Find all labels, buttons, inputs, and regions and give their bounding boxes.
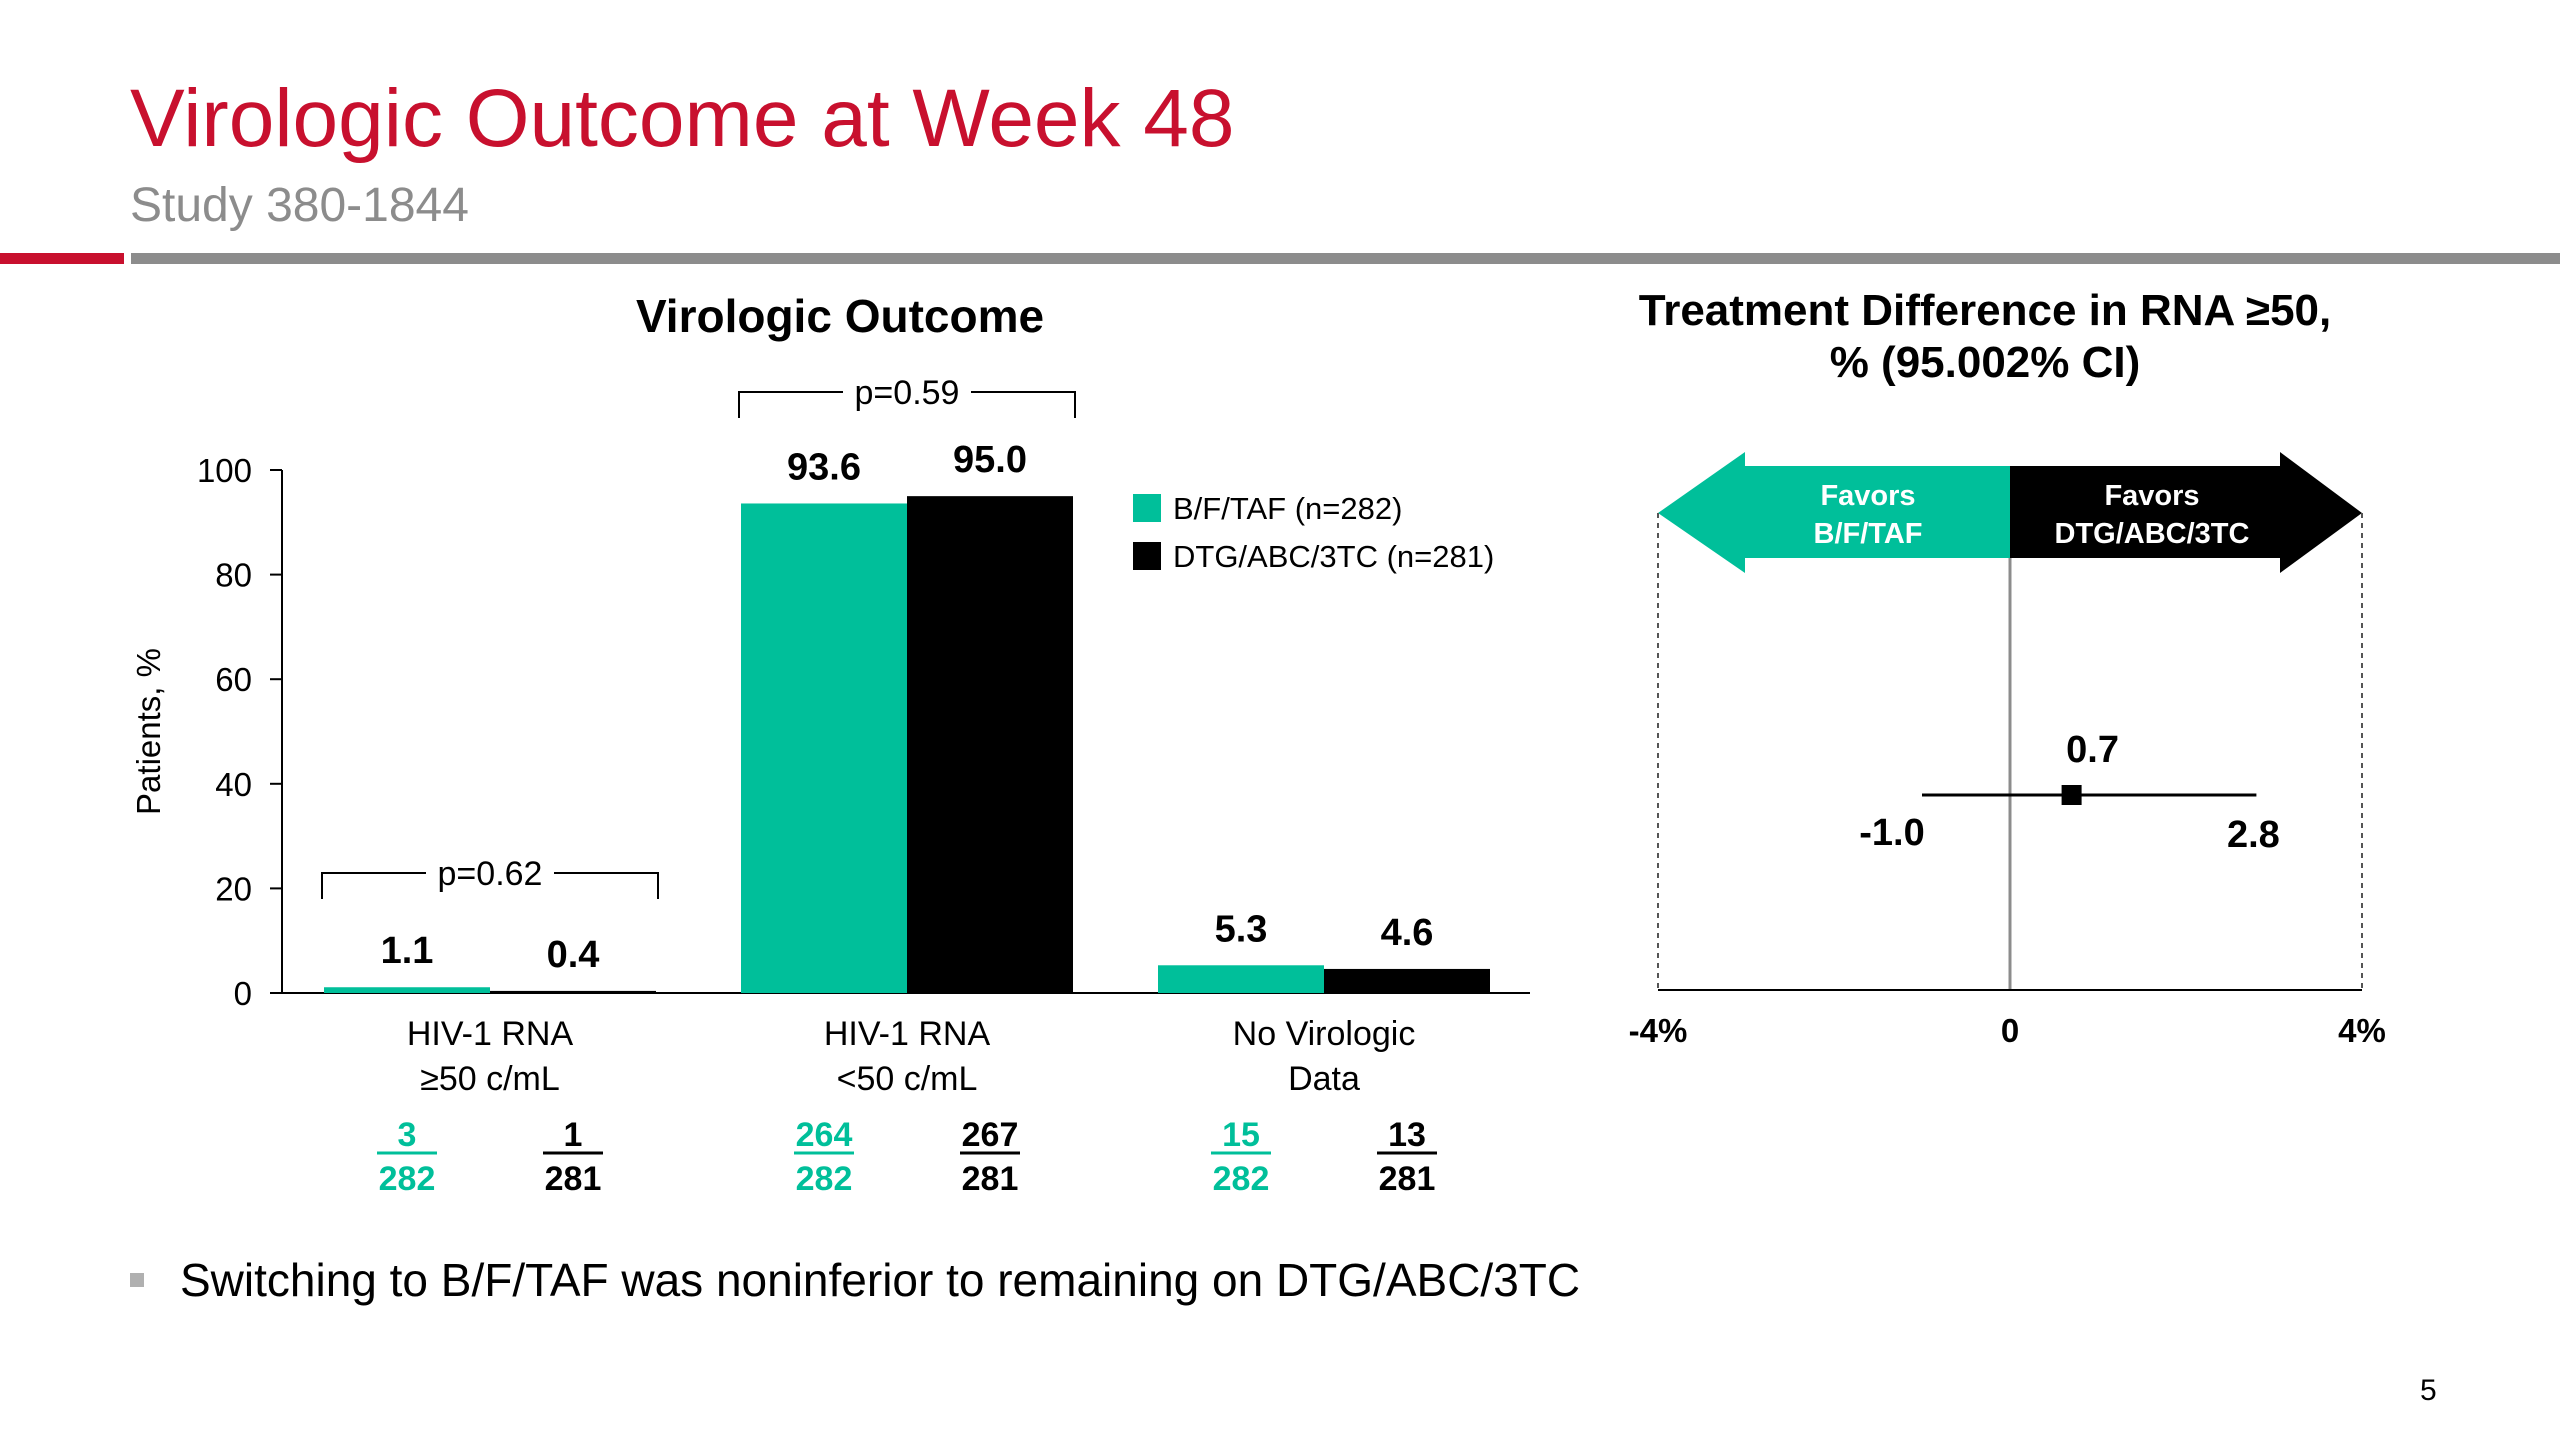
fraction-numerator: 267 xyxy=(962,1116,1019,1154)
forest-tick-label: -4% xyxy=(1629,1012,1688,1049)
p-value-label: p=0.59 xyxy=(855,374,960,412)
category-label: <50 c/mL xyxy=(837,1060,978,1098)
fraction-numerator: 1 xyxy=(564,1116,583,1154)
fraction-denominator: 282 xyxy=(379,1160,436,1198)
arrow-right-label: Favors xyxy=(2104,480,2199,512)
forest-title: % (95.002% CI) xyxy=(1830,338,2141,387)
y-tick-label: 60 xyxy=(215,661,252,698)
p-value-bracket xyxy=(321,872,659,899)
category-label: ≥50 c/mL xyxy=(420,1060,560,1098)
legend-label: DTG/ABC/3TC (n=281) xyxy=(1173,539,1494,574)
point-estimate-label: 0.7 xyxy=(2066,729,2119,771)
forest-tick-label: 4% xyxy=(2338,1012,2386,1049)
y-tick-label: 0 xyxy=(234,975,252,1012)
y-axis-label: Patients, % xyxy=(130,648,167,815)
point-estimate-marker xyxy=(2061,785,2082,805)
bar xyxy=(1158,965,1324,993)
legend-swatch xyxy=(1133,542,1161,570)
chart-title: Virologic Outcome xyxy=(636,290,1044,342)
slide-subtitle: Study 380-1844 xyxy=(130,179,469,232)
bullet-text: Switching to B/F/TAF was noninferior to … xyxy=(180,1254,1581,1306)
title-rule xyxy=(131,253,2560,264)
ci-lower-label: -1.0 xyxy=(1859,812,1924,854)
slide-title: Virologic Outcome at Week 48 xyxy=(130,73,1235,164)
bar-value-label: 93.6 xyxy=(787,446,861,488)
fraction-denominator: 281 xyxy=(1379,1160,1436,1198)
arrow-right-label: DTG/ABC/3TC xyxy=(2055,518,2250,550)
title-rule-accent xyxy=(0,253,124,264)
category-label: HIV-1 RNA xyxy=(824,1015,991,1053)
bar-value-label: 1.1 xyxy=(381,930,434,972)
bar-value-label: 5.3 xyxy=(1215,908,1268,950)
y-tick-label: 100 xyxy=(197,452,252,489)
p-value-label: p=0.62 xyxy=(438,855,543,893)
bar xyxy=(1324,968,1490,993)
legend-swatch xyxy=(1133,494,1161,522)
bar-value-label: 95.0 xyxy=(953,439,1027,481)
fraction-denominator: 281 xyxy=(545,1160,602,1198)
fraction-numerator: 264 xyxy=(796,1116,853,1154)
bullet-point: Switching to B/F/TAF was noninferior to … xyxy=(130,1257,1580,1303)
y-tick-label: 80 xyxy=(215,557,252,594)
arrow-favors-left xyxy=(1658,452,2010,573)
bar-value-label: 0.4 xyxy=(547,934,600,976)
bar-value-label: 4.6 xyxy=(1381,912,1434,954)
fraction-denominator: 281 xyxy=(962,1160,1019,1198)
page-number: 5 xyxy=(2420,1374,2437,1407)
fraction-numerator: 3 xyxy=(398,1116,417,1154)
bar xyxy=(490,990,656,993)
bar xyxy=(907,496,1073,993)
legend-label: B/F/TAF (n=282) xyxy=(1173,491,1402,526)
bar xyxy=(324,987,490,993)
arrow-favors-right xyxy=(2010,452,2362,573)
forest-tick-label: 0 xyxy=(2001,1012,2019,1049)
category-label: Data xyxy=(1288,1060,1360,1098)
bar xyxy=(741,503,907,993)
category-label: No Virologic xyxy=(1233,1015,1416,1053)
virologic-outcome-chart: Virologic Outcome 0 20 40 60 80 100 Patients, %… xyxy=(130,290,1530,1198)
fraction-denominator: 282 xyxy=(1213,1160,1270,1198)
bullet-square-icon xyxy=(130,1272,144,1287)
forest-title: Treatment Difference in RNA ≥50, xyxy=(1639,286,2331,335)
y-tick-label: 20 xyxy=(215,870,252,907)
fraction-denominator: 282 xyxy=(796,1160,853,1198)
fraction-numerator: 13 xyxy=(1388,1116,1426,1154)
p-value-bracket xyxy=(738,391,1076,418)
y-tick-label: 40 xyxy=(215,766,252,803)
arrow-left-label: Favors xyxy=(1820,480,1915,512)
ci-upper-label: 2.8 xyxy=(2227,814,2280,856)
arrow-left-label: B/F/TAF xyxy=(1814,518,1923,550)
treatment-difference-chart: Treatment Difference in RNA ≥50,% (95.00… xyxy=(1629,286,2386,1049)
fraction-numerator: 15 xyxy=(1222,1116,1260,1154)
category-label: HIV-1 RNA xyxy=(407,1015,574,1053)
